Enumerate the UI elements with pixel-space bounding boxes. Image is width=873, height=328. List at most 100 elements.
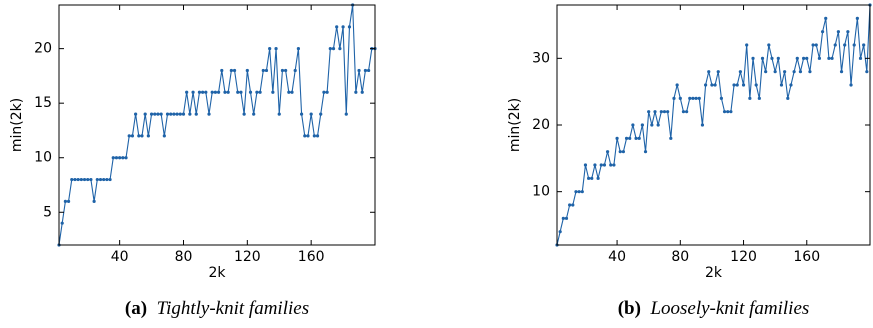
data-point: [149, 112, 154, 116]
data-point: [165, 112, 170, 116]
data-point: [779, 83, 784, 87]
data-point: [621, 150, 625, 154]
x-tick-label: 40: [608, 249, 626, 265]
data-point: [111, 156, 115, 160]
data-line: [556, 4, 871, 246]
data-point: [593, 163, 597, 167]
data-point: [127, 134, 131, 138]
x-tick-label: 80: [671, 249, 689, 265]
data-point: [574, 190, 578, 194]
data-point: [843, 43, 847, 47]
data-point: [792, 70, 796, 74]
data-point: [808, 70, 812, 74]
data-point: [678, 96, 682, 100]
data-point: [338, 47, 342, 51]
data-point: [280, 68, 285, 73]
data-point: [745, 43, 749, 47]
data-point: [245, 68, 249, 73]
data-point: [719, 96, 724, 100]
data-point: [827, 56, 831, 60]
y-tick-label: 10: [532, 184, 550, 200]
data-point: [226, 90, 230, 94]
data-point: [134, 112, 138, 116]
data-point: [599, 163, 603, 167]
data-point: [669, 136, 673, 140]
data-point: [849, 83, 853, 87]
data-point: [66, 199, 71, 203]
data-point: [738, 70, 742, 74]
data-point: [735, 83, 739, 87]
y-tick-label: 30: [532, 50, 550, 66]
data-point: [258, 90, 262, 94]
data-point: [303, 134, 307, 138]
data-point: [833, 43, 837, 47]
data-point: [178, 112, 182, 116]
data-point: [760, 56, 765, 60]
caption: (a) Tightly-knit families: [125, 298, 309, 319]
data-point: [757, 96, 761, 100]
data-point: [640, 123, 644, 127]
data-point: [624, 136, 629, 140]
data-point: [628, 136, 632, 140]
data-point: [836, 30, 840, 34]
data-point: [637, 136, 641, 140]
y-tick-label: 10: [34, 150, 52, 166]
data-point: [647, 110, 651, 114]
data-point: [587, 176, 591, 180]
data-point: [76, 177, 80, 182]
data-point: [216, 90, 221, 94]
data-point: [824, 16, 828, 20]
data-point: [605, 150, 610, 154]
data-point: [631, 123, 635, 127]
data-point: [685, 110, 689, 114]
data-point: [722, 110, 727, 114]
data-point: [293, 68, 297, 73]
data-point: [770, 56, 774, 60]
data-point: [767, 43, 771, 47]
x-tick-label: 120: [234, 249, 261, 265]
data-point: [239, 90, 243, 94]
plot-frame: [58, 4, 376, 246]
data-point: [357, 68, 361, 73]
data-point: [181, 112, 186, 116]
caption: (b) Loosely-knit families: [618, 298, 810, 319]
data-point: [271, 90, 275, 94]
data-point: [284, 68, 288, 73]
data-point: [188, 112, 192, 116]
data-point: [92, 199, 96, 203]
data-point: [60, 221, 64, 225]
data-point: [232, 68, 237, 73]
data-point: [197, 90, 202, 94]
y-tick-label: 20: [532, 117, 550, 133]
data-point: [322, 90, 326, 94]
data-point: [659, 110, 663, 114]
data-point: [105, 177, 109, 182]
data-point: [95, 177, 99, 182]
data-point: [306, 134, 310, 138]
data-point: [713, 83, 717, 87]
data-point: [700, 123, 705, 127]
data-point: [697, 96, 701, 100]
data-point: [672, 96, 676, 100]
data-point: [319, 112, 323, 116]
data-point: [865, 70, 869, 74]
data-point: [618, 150, 622, 154]
data-point: [255, 90, 259, 94]
data-point: [98, 177, 103, 182]
data-point: [681, 110, 686, 114]
data-point: [846, 30, 850, 34]
data-point: [207, 112, 211, 116]
data-point: [773, 70, 777, 74]
data-point: [325, 90, 329, 94]
data-point: [691, 96, 695, 100]
y-tick-label: 20: [34, 41, 52, 57]
data-point: [341, 25, 345, 29]
data-point: [360, 90, 364, 94]
data-point: [143, 112, 147, 116]
x-tick-label: 120: [730, 249, 757, 265]
data-point: [798, 70, 803, 74]
data-point: [748, 96, 752, 100]
data-point: [124, 156, 128, 160]
data-point: [703, 83, 708, 87]
